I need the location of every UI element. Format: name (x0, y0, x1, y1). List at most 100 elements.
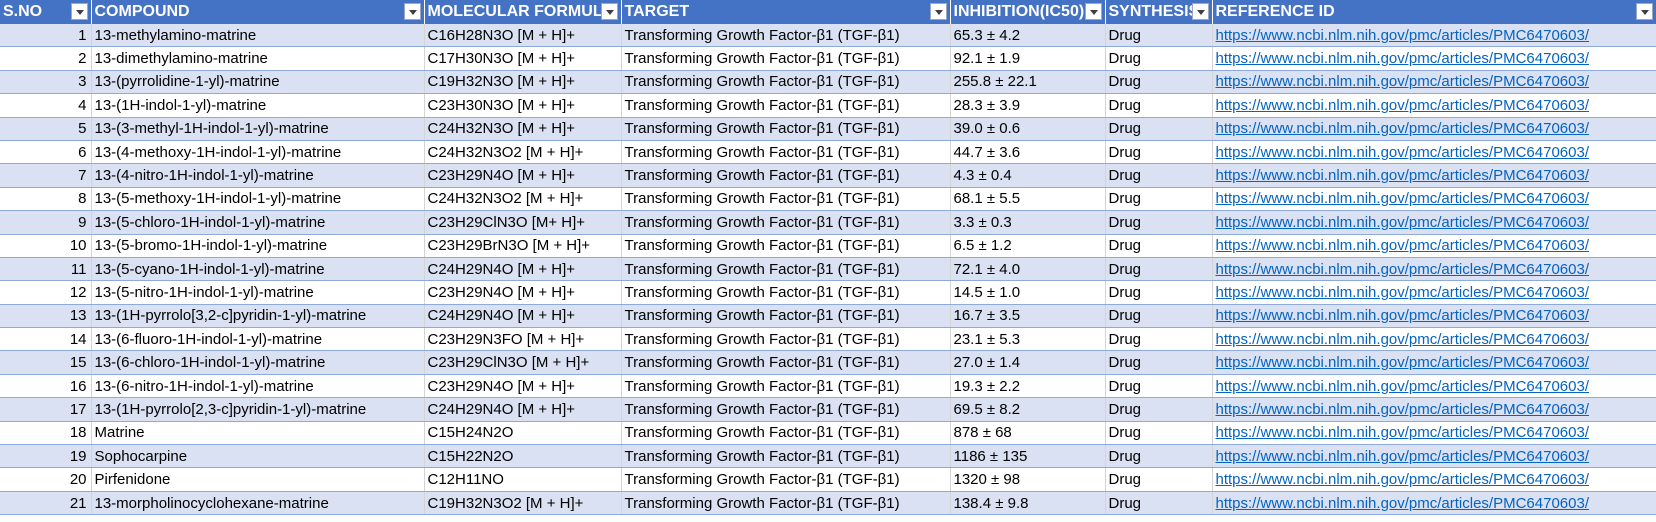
column-header-reference-id[interactable]: REFERENCE ID (1212, 0, 1656, 24)
sno-cell: 17 (0, 397, 92, 422)
synthesis-cell: Drug (1105, 140, 1213, 165)
reference-link[interactable]: https://www.ncbi.nlm.nih.gov/pmc/article… (1212, 491, 1656, 516)
sno-cell: 19 (0, 444, 92, 469)
filter-dropdown-icon[interactable] (1191, 3, 1209, 20)
inhibition-cell: 878 ± 68 (950, 421, 1106, 446)
sno-cell: 13 (0, 304, 92, 329)
formula-cell: C12H11NO (424, 467, 622, 492)
compound-cell: 13-(5-chloro-1H-indol-1-yl)-matrine (91, 210, 425, 235)
reference-link[interactable]: https://www.ncbi.nlm.nih.gov/pmc/article… (1212, 210, 1656, 235)
target-cell: Transforming Growth Factor-β1 (TGF-β1) (621, 187, 951, 212)
reference-link[interactable]: https://www.ncbi.nlm.nih.gov/pmc/article… (1212, 304, 1656, 329)
synthesis-cell: Drug (1105, 304, 1213, 329)
inhibition-cell: 92.1 ± 1.9 (950, 46, 1106, 71)
formula-cell: C24H29N4O [M + H]+ (424, 397, 622, 422)
sno-cell: 8 (0, 187, 92, 212)
sno-cell: 10 (0, 234, 92, 258)
sno-cell: 14 (0, 327, 92, 352)
filter-dropdown-icon[interactable] (929, 3, 947, 20)
header-label: REFERENCE ID (1215, 2, 1335, 20)
sno-cell: 1 (0, 24, 92, 48)
header-label: INHIBITION(IC50) (953, 2, 1085, 20)
reference-link[interactable]: https://www.ncbi.nlm.nih.gov/pmc/article… (1212, 93, 1656, 118)
table-row: 12 13-(5-nitro-1H-indol-1-yl)-matrine C23H… (0, 280, 1656, 305)
formula-cell: C23H29N4O [M + H]+ (424, 374, 622, 399)
compound-cell: 13-(5-cyano-1H-indol-1-yl)-matrine (91, 257, 425, 282)
sno-cell: 15 (0, 350, 92, 375)
reference-link[interactable]: https://www.ncbi.nlm.nih.gov/pmc/article… (1212, 327, 1656, 352)
formula-cell: C23H30N3O [M + H]+ (424, 93, 622, 118)
reference-link[interactable]: https://www.ncbi.nlm.nih.gov/pmc/article… (1212, 24, 1656, 48)
formula-cell: C23H29BrN3O [M + H]+ (424, 234, 622, 258)
column-header-inhibition[interactable]: INHIBITION(IC50) (950, 0, 1106, 24)
inhibition-cell: 39.0 ± 0.6 (950, 117, 1106, 141)
reference-link[interactable]: https://www.ncbi.nlm.nih.gov/pmc/article… (1212, 117, 1656, 141)
reference-link[interactable]: https://www.ncbi.nlm.nih.gov/pmc/article… (1212, 397, 1656, 422)
reference-link[interactable]: https://www.ncbi.nlm.nih.gov/pmc/article… (1212, 70, 1656, 95)
synthesis-cell: Drug (1105, 280, 1213, 305)
table-row: 17 13-(1H-pyrrolo[2,3-c]pyridin-1-yl)-mat… (0, 397, 1656, 422)
sno-cell: 12 (0, 280, 92, 305)
compound-cell: 13-(5-nitro-1H-indol-1-yl)-matrine (91, 280, 425, 305)
target-cell: Transforming Growth Factor-β1 (TGF-β1) (621, 46, 951, 71)
sno-cell: 11 (0, 257, 92, 282)
reference-link[interactable]: https://www.ncbi.nlm.nih.gov/pmc/article… (1212, 350, 1656, 375)
inhibition-cell: 68.1 ± 5.5 (950, 187, 1106, 212)
sno-cell: 20 (0, 467, 92, 492)
filter-dropdown-icon[interactable] (70, 3, 88, 20)
synthesis-cell: Drug (1105, 350, 1213, 375)
reference-link[interactable]: https://www.ncbi.nlm.nih.gov/pmc/article… (1212, 374, 1656, 399)
formula-cell: C19H32N3O2 [M + H]+ (424, 491, 622, 516)
compound-cell: 13-(5-bromo-1H-indol-1-yl)-matrine (91, 234, 425, 258)
synthesis-cell: Drug (1105, 70, 1213, 95)
synthesis-cell: Drug (1105, 374, 1213, 399)
column-header-molecular-formula[interactable]: MOLECULAR FORMULA (424, 0, 622, 24)
target-cell: Transforming Growth Factor-β1 (TGF-β1) (621, 304, 951, 329)
synthesis-cell: Drug (1105, 257, 1213, 282)
table-row: 13 13-(1H-pyrrolo[3,2-c]pyridin-1-yl)-mat… (0, 304, 1656, 329)
sno-cell: 2 (0, 46, 92, 71)
reference-link[interactable]: https://www.ncbi.nlm.nih.gov/pmc/article… (1212, 234, 1656, 258)
reference-link[interactable]: https://www.ncbi.nlm.nih.gov/pmc/article… (1212, 46, 1656, 71)
reference-link[interactable]: https://www.ncbi.nlm.nih.gov/pmc/article… (1212, 421, 1656, 446)
compound-cell: 13-(pyrrolidine-1-yl)-matrine (91, 70, 425, 95)
reference-link[interactable]: https://www.ncbi.nlm.nih.gov/pmc/article… (1212, 467, 1656, 492)
filter-dropdown-icon[interactable] (600, 3, 618, 20)
reference-link[interactable]: https://www.ncbi.nlm.nih.gov/pmc/article… (1212, 280, 1656, 305)
table-row: 1 13-methylamino-matrine C16H28N3O [M + H]… (0, 24, 1656, 48)
compound-cell: 13-(6-chloro-1H-indol-1-yl)-matrine (91, 350, 425, 375)
reference-link[interactable]: https://www.ncbi.nlm.nih.gov/pmc/article… (1212, 163, 1656, 188)
target-cell: Transforming Growth Factor-β1 (TGF-β1) (621, 374, 951, 399)
filter-dropdown-icon[interactable] (1635, 3, 1653, 20)
inhibition-cell: 27.0 ± 1.4 (950, 350, 1106, 375)
header-label: TARGET (624, 2, 690, 20)
table-row: 7 13-(4-nitro-1H-indol-1-yl)-matrine C23H2… (0, 163, 1656, 188)
inhibition-cell: 69.5 ± 8.2 (950, 397, 1106, 422)
inhibition-cell: 3.3 ± 0.3 (950, 210, 1106, 235)
column-header-target[interactable]: TARGET (621, 0, 951, 24)
target-cell: Transforming Growth Factor-β1 (TGF-β1) (621, 327, 951, 352)
column-header-sno[interactable]: S.NO (0, 0, 92, 24)
formula-cell: C24H32N3O2 [M + H]+ (424, 140, 622, 165)
synthesis-cell: Drug (1105, 421, 1213, 446)
inhibition-cell: 23.1 ± 5.3 (950, 327, 1106, 352)
inhibition-cell: 138.4 ± 9.8 (950, 491, 1106, 516)
column-header-synthesis[interactable]: SYNTHESIS (1105, 0, 1213, 24)
filter-dropdown-icon[interactable] (403, 3, 421, 20)
header-row: S.NO COMPOUND MOLECULAR FORMULA TARGET I… (0, 0, 1656, 24)
compound-cell: 13-(6-fluoro-1H-indol-1-yl)-matrine (91, 327, 425, 352)
reference-link[interactable]: https://www.ncbi.nlm.nih.gov/pmc/article… (1212, 444, 1656, 469)
synthesis-cell: Drug (1105, 117, 1213, 141)
filter-dropdown-icon[interactable] (1084, 3, 1102, 20)
target-cell: Transforming Growth Factor-β1 (TGF-β1) (621, 280, 951, 305)
reference-link[interactable]: https://www.ncbi.nlm.nih.gov/pmc/article… (1212, 257, 1656, 282)
formula-cell: C17H30N3O [M + H]+ (424, 46, 622, 71)
column-header-compound[interactable]: COMPOUND (91, 0, 425, 24)
header-label: COMPOUND (94, 2, 190, 20)
reference-link[interactable]: https://www.ncbi.nlm.nih.gov/pmc/article… (1212, 140, 1656, 165)
compound-cell: 13-morpholinocyclohexane-matrine (91, 491, 425, 516)
reference-link[interactable]: https://www.ncbi.nlm.nih.gov/pmc/article… (1212, 187, 1656, 212)
synthesis-cell: Drug (1105, 163, 1213, 188)
table-row: 5 13-(3-methyl-1H-indol-1-yl)-matrine C24H… (0, 117, 1656, 141)
table-row: 15 13-(6-chloro-1H-indol-1-yl)-matrine C23… (0, 350, 1656, 375)
